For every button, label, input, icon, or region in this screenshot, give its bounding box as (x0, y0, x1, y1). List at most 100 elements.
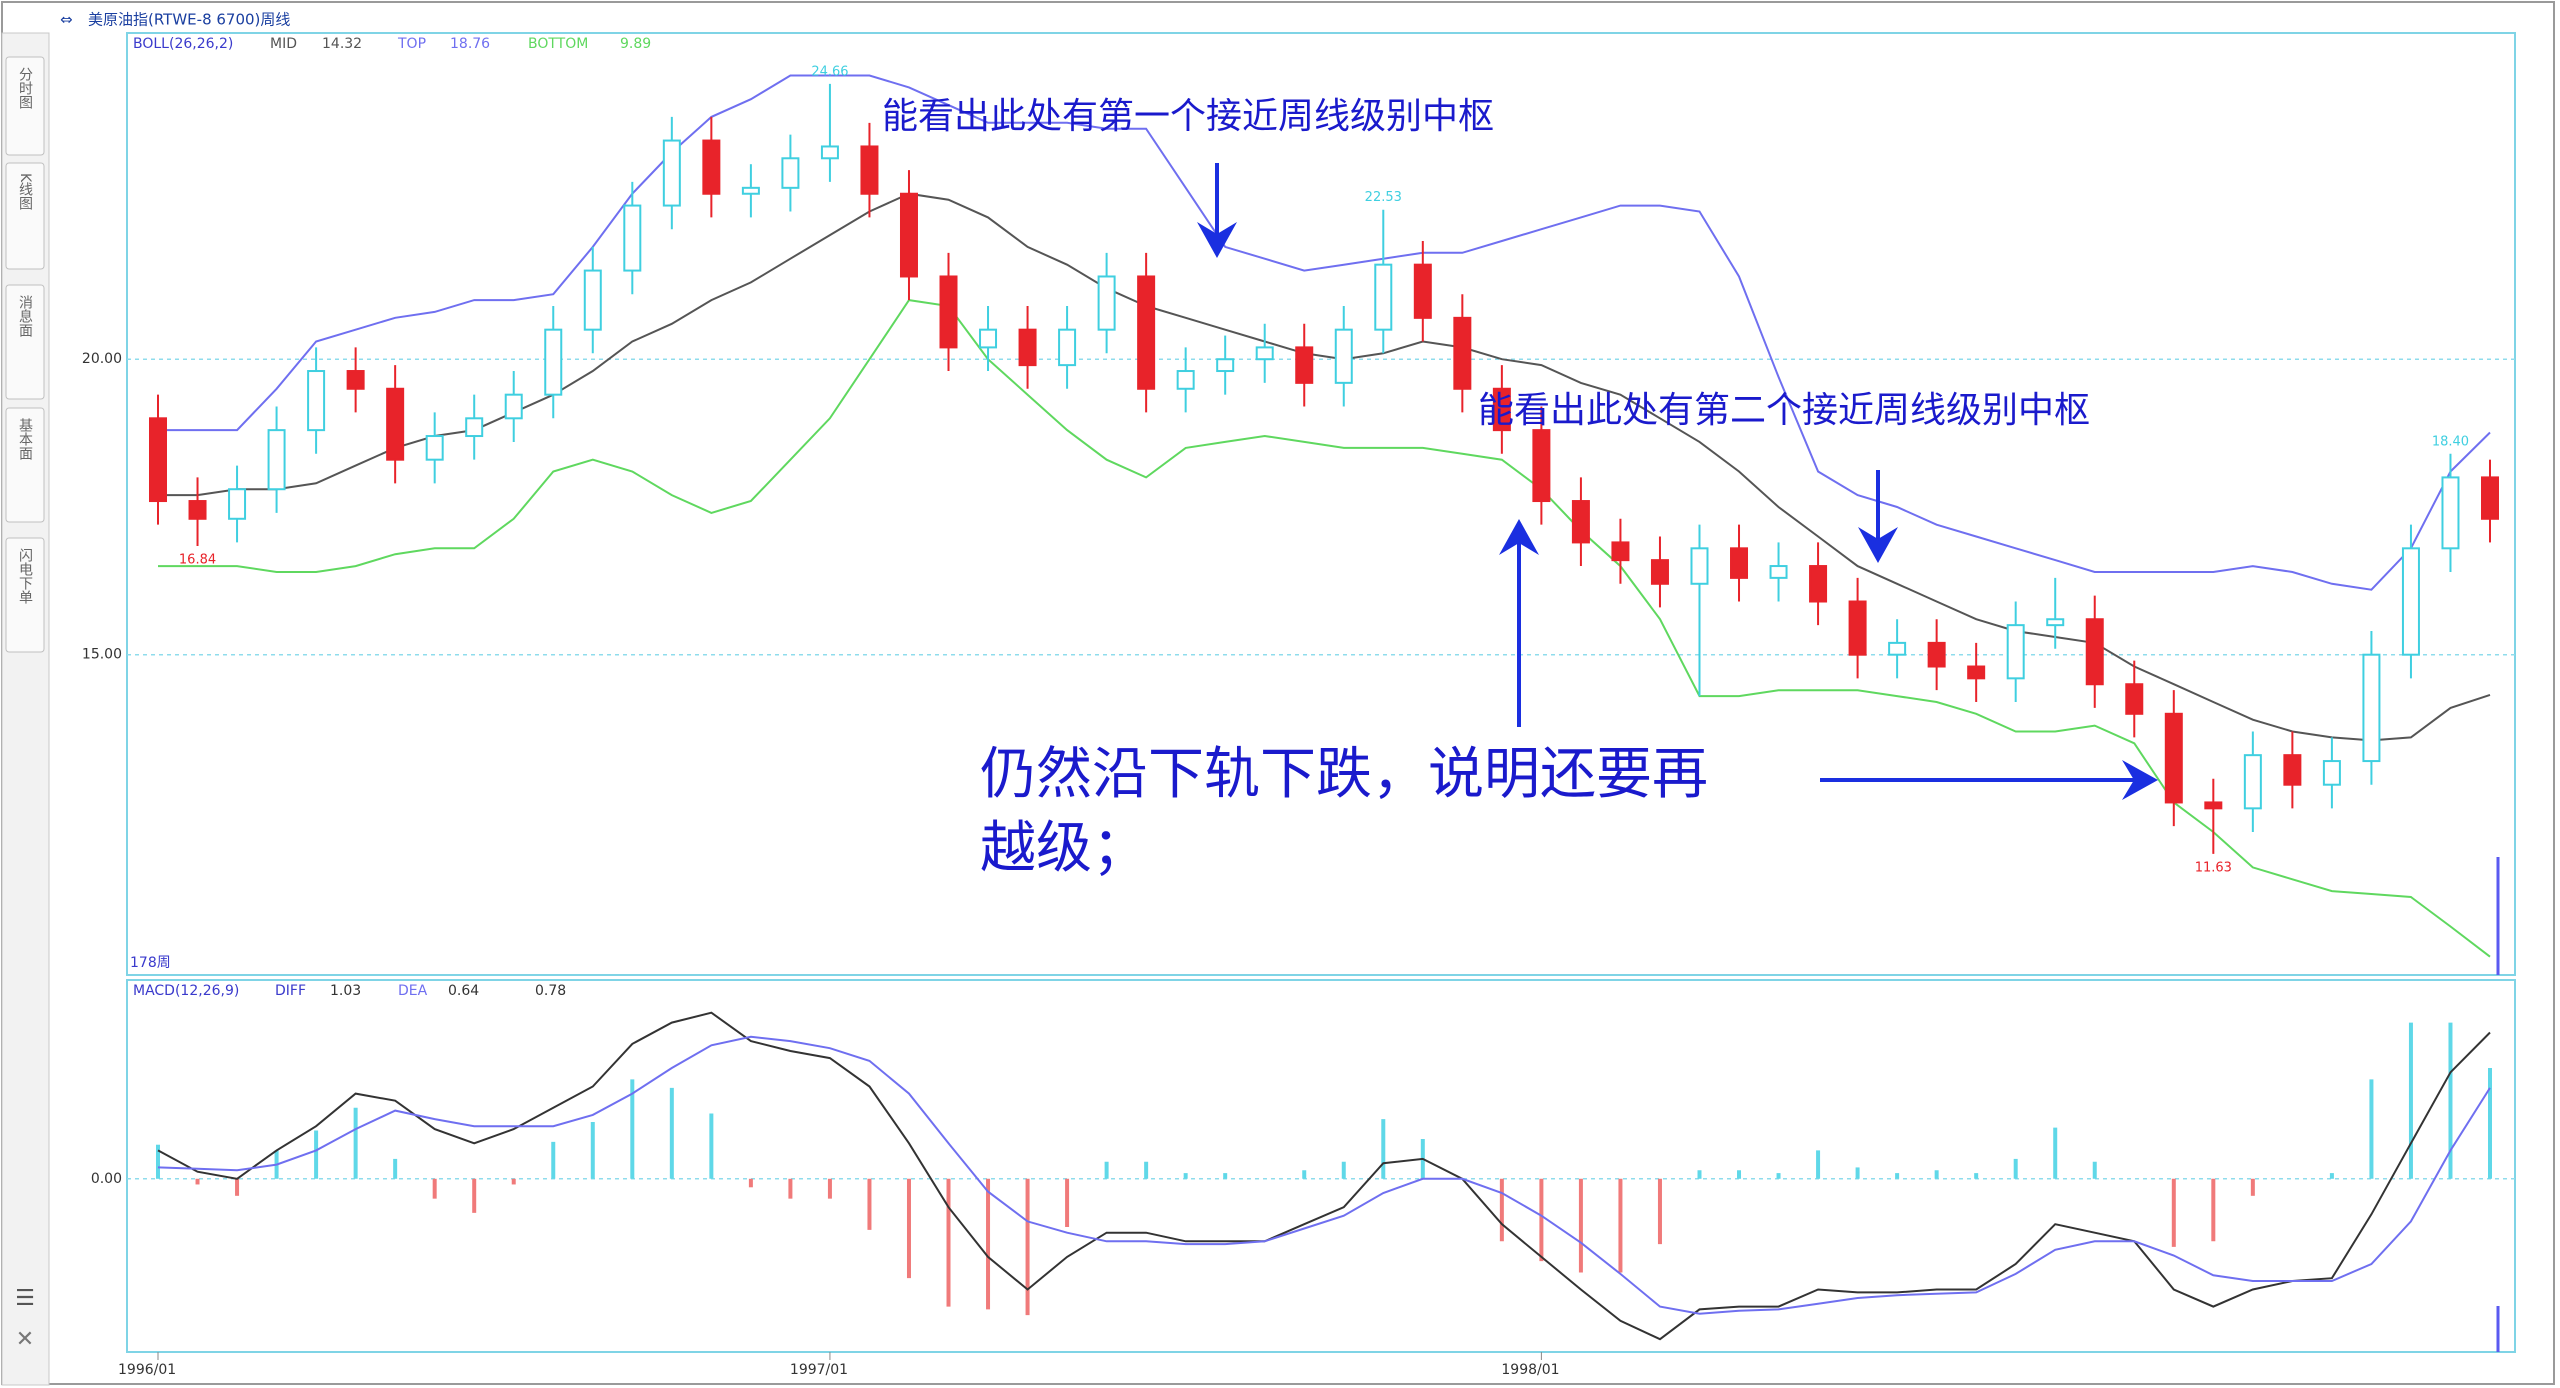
candle-body (1097, 275, 1116, 331)
candle-body (1571, 500, 1590, 544)
bollinger-line (158, 74, 2491, 591)
legend-name: BOTTOM (528, 36, 588, 52)
candle-body (1255, 346, 1274, 361)
period-label: 178周 (130, 955, 171, 971)
legend-value: 1.03 (330, 983, 361, 999)
candle-body (2006, 624, 2025, 680)
candle-body (544, 328, 563, 396)
low-label: 11.63 (2195, 860, 2232, 875)
candle-body (1176, 370, 1195, 390)
sidebar-tab[interactable] (5, 162, 45, 270)
candle-body (2362, 653, 2381, 763)
annotation: 能看出此处有第一个接近周线级别中枢 (882, 96, 1494, 137)
legend-name: DEA (398, 983, 428, 999)
candle-body (228, 488, 247, 520)
candle-body (1058, 328, 1077, 367)
candle-body (267, 429, 286, 491)
candle-body (1730, 547, 1749, 579)
candle-body (1769, 565, 1788, 579)
candle-body (2204, 801, 2223, 810)
macd-line (157, 1011, 2491, 1341)
sidebar-tab-label[interactable]: K线图 (17, 173, 33, 211)
low-label: 16.84 (179, 552, 216, 567)
candle-body (1453, 316, 1472, 390)
candle-body (1690, 547, 1709, 585)
sidebar-tab[interactable] (5, 56, 45, 156)
candle-body (2085, 618, 2104, 686)
candle-body (860, 145, 879, 195)
indicator-label: MACD(12,26,9) (133, 983, 239, 999)
candle-body (1848, 600, 1867, 656)
candle-body (1295, 346, 1314, 384)
high-label: 24.66 (811, 64, 848, 79)
candle-body (741, 186, 760, 195)
candle-body (1809, 565, 1828, 603)
candle-body (1492, 387, 1511, 432)
candle-body (2046, 618, 2065, 627)
sidebar-tab[interactable] (5, 407, 45, 523)
candle-body (504, 393, 523, 420)
legend-value: 0.64 (448, 983, 479, 999)
candle-body (1413, 263, 1432, 319)
legend-value: 18.76 (450, 36, 490, 52)
candle-body (2441, 476, 2460, 550)
bollinger-line (158, 299, 2491, 958)
y-tick-label: 20.00 (82, 351, 122, 367)
candle-body (899, 192, 918, 278)
legend-value: 0.78 (535, 983, 566, 999)
candle-body (1532, 429, 1551, 503)
candle-body (583, 269, 602, 331)
sidebar-icon-close[interactable]: ✕ (16, 1327, 34, 1352)
annotation: 越级； (980, 816, 1148, 881)
macd-line (157, 1035, 2491, 1315)
candle-body (2401, 547, 2420, 656)
candle-body (346, 370, 365, 390)
sidebar-tab[interactable] (5, 537, 45, 653)
candle-body (1137, 275, 1156, 390)
candle-body (307, 370, 326, 432)
sidebar-icon-menu[interactable]: ☰ (15, 1286, 35, 1311)
chart-title: 美原油指(RTWE-8 6700)周线 (88, 11, 290, 29)
candle-body (662, 139, 681, 207)
candle-body (702, 139, 721, 195)
y-tick-label: 0.00 (91, 1171, 122, 1187)
candle-body (1888, 641, 1907, 656)
candle-body (623, 204, 642, 272)
candle-body (1216, 358, 1235, 373)
candle-body (425, 435, 444, 461)
candle-body (820, 145, 839, 160)
candle-body (1927, 641, 1946, 668)
candle-body (2481, 476, 2499, 520)
candle-body (781, 157, 800, 189)
high-label: 18.40 (2432, 434, 2469, 449)
candle-body (1967, 665, 1986, 680)
candle-body (386, 387, 405, 461)
annotation: 能看出此处有第二个接近周线级别中枢 (1478, 390, 2090, 431)
candle-body (939, 275, 958, 349)
candle-body (2164, 712, 2183, 804)
sidebar-tab-label[interactable]: 基本面 (17, 417, 33, 460)
y-tick-label: 15.00 (82, 647, 122, 663)
candle-body (188, 500, 207, 520)
legend-value: 9.89 (620, 36, 651, 52)
sidebar-tab-label[interactable]: 分时图 (17, 67, 33, 109)
sidebar-tab[interactable] (5, 284, 45, 400)
sidebar-tab-label[interactable]: 消息面 (17, 295, 33, 337)
candle-body (1650, 559, 1669, 585)
candle-body (2243, 754, 2262, 810)
link-icon: ⇔ (60, 11, 73, 29)
x-tick-label: 1996/01 (118, 1362, 176, 1378)
sidebar-tab-label[interactable]: 闪电下单 (17, 548, 33, 604)
candle-body (2283, 754, 2302, 786)
x-tick-label: 1997/01 (790, 1362, 848, 1378)
candle-body (1611, 541, 1630, 562)
candle-body (465, 417, 484, 438)
candle-body (2125, 683, 2144, 715)
candle-body (149, 417, 167, 503)
legend-value: 14.32 (322, 36, 362, 52)
candle-body (2322, 760, 2341, 786)
candle-body (979, 328, 998, 349)
